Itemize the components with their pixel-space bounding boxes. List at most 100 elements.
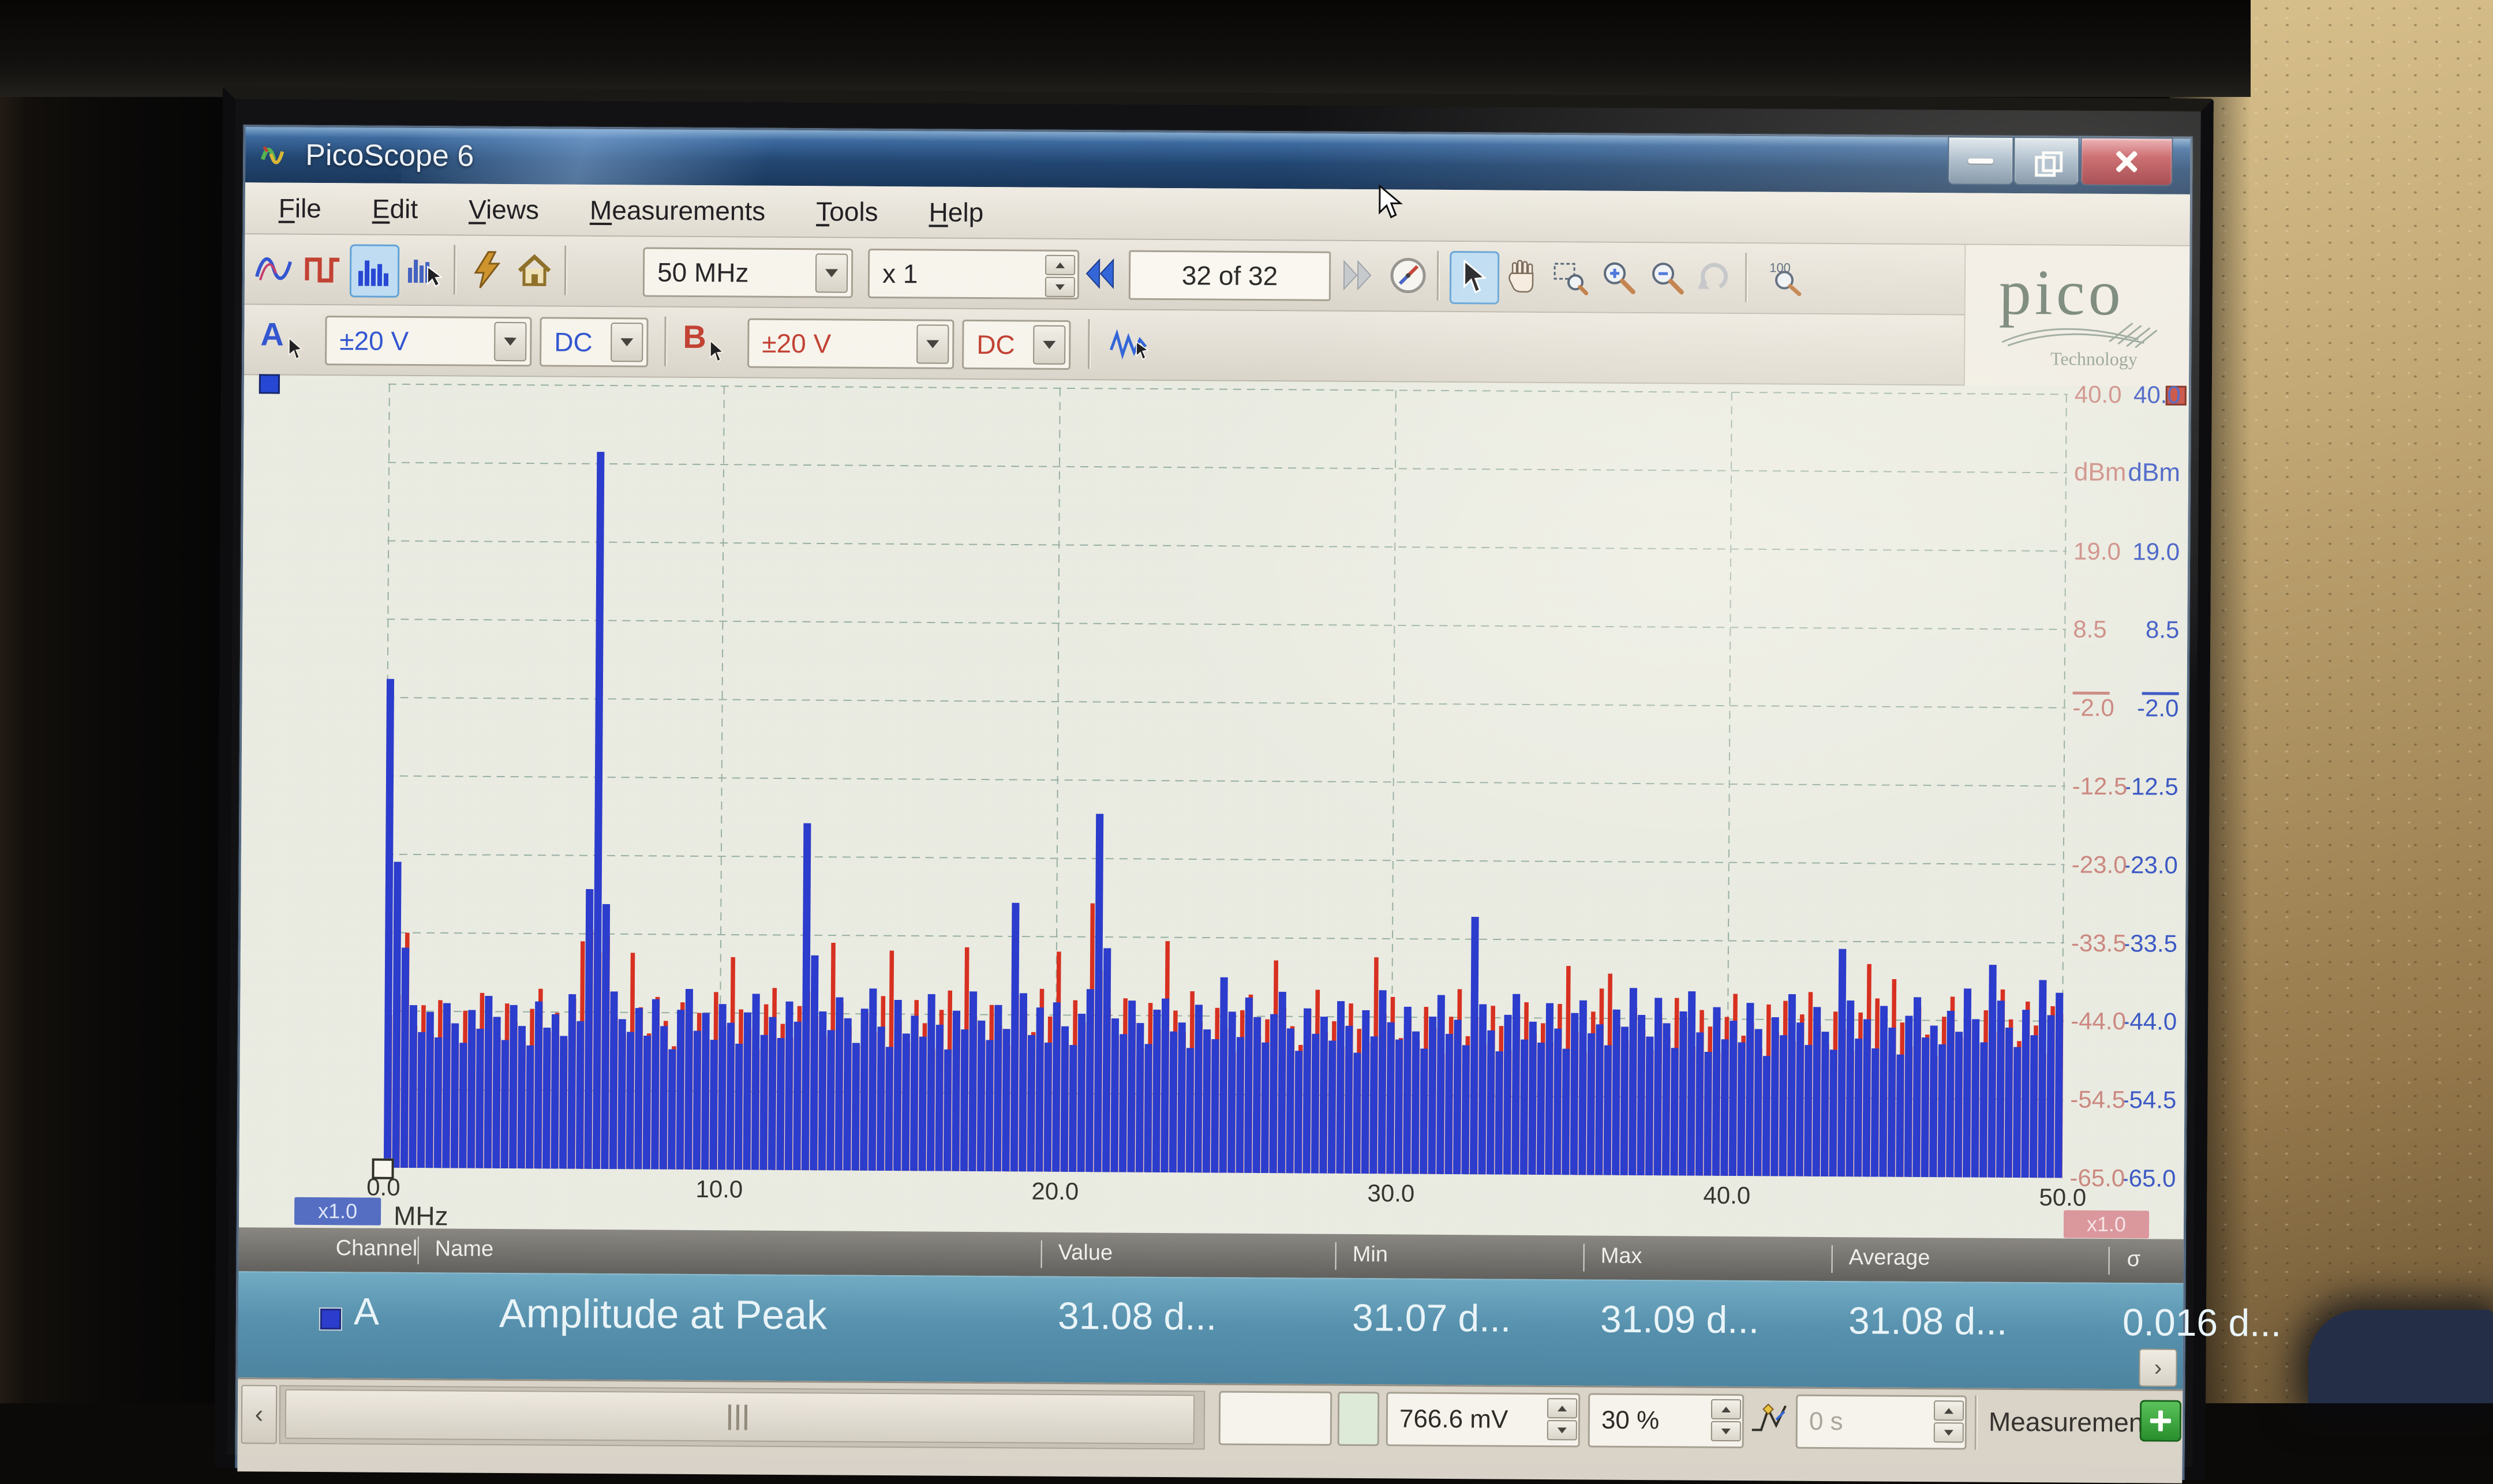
awg-waveform-icon: [1110, 327, 1151, 361]
channel-a-range-select[interactable]: ±20 V: [325, 316, 532, 366]
channel-a-bar: [1386, 1022, 1395, 1174]
column-header-max[interactable]: Max: [1601, 1244, 1642, 1269]
chevron-down-icon[interactable]: [815, 253, 848, 293]
menu-item-help[interactable]: Help: [929, 196, 983, 228]
spinner-buttons[interactable]: [1711, 1399, 1739, 1443]
toolbar-separator: [1975, 1396, 1978, 1450]
monitor-bezel-top: [0, 0, 2251, 97]
spinner-buttons[interactable]: [1045, 255, 1073, 299]
channel-a-bar: [1971, 1019, 1980, 1177]
channel-a-bar: [1219, 977, 1228, 1173]
column-header-channel[interactable]: Channel: [336, 1236, 418, 1261]
home-button[interactable]: [511, 245, 558, 295]
next-buffer-icon: [1338, 258, 1375, 293]
spin-up-icon[interactable]: [1934, 1400, 1964, 1421]
spinner-buttons[interactable]: [1934, 1400, 1962, 1444]
horizontal-scrollbar[interactable]: [279, 1385, 1206, 1450]
channel-a-coupling-select[interactable]: DC: [540, 317, 649, 367]
x-tick-label: 20.0: [1031, 1178, 1079, 1205]
column-header-min[interactable]: Min: [1353, 1242, 1388, 1267]
spin-up-icon[interactable]: [1711, 1399, 1741, 1419]
channel-a-scale-badge[interactable]: x1.0: [294, 1197, 381, 1226]
undo-zoom-button[interactable]: [1692, 253, 1739, 302]
column-header-value[interactable]: Value: [1058, 1241, 1113, 1266]
channel-a-bar: [668, 1050, 676, 1170]
square-wave-button[interactable]: [300, 244, 347, 294]
column-separator: [1041, 1241, 1042, 1268]
spin-up-icon[interactable]: [1045, 255, 1075, 275]
menu-item-tools[interactable]: Tools: [816, 196, 878, 227]
measurements-button-label[interactable]: Measurements: [1989, 1406, 2165, 1438]
trigger-level-box[interactable]: 766.6 mV: [1386, 1392, 1581, 1447]
column-header-name[interactable]: Name: [435, 1236, 494, 1262]
spectrum-view-button[interactable]: [350, 244, 400, 298]
spinner-buttons[interactable]: [1547, 1398, 1575, 1442]
toolbar-separator: [1745, 253, 1749, 302]
channel-b-scale-badge[interactable]: x1.0: [2064, 1211, 2149, 1239]
zoom-factor-spinner[interactable]: x 1: [868, 249, 1080, 299]
channel-b-range-select[interactable]: ±20 V: [747, 318, 954, 369]
minimize-button[interactable]: [1948, 136, 2014, 185]
column-separator: [2108, 1247, 2109, 1275]
pretrigger-percent-box[interactable]: 30 %: [1588, 1393, 1745, 1448]
zoom-full-button[interactable]: 100: [1760, 253, 1811, 303]
channel-a-bar: [944, 1050, 952, 1171]
prev-buffer-button[interactable]: [1079, 249, 1122, 298]
cutoff-control-box-green[interactable]: [1338, 1392, 1380, 1446]
awg-button[interactable]: [1103, 319, 1159, 369]
spectrum-svg[interactable]: [384, 376, 2068, 1178]
timebase-select[interactable]: 50 MHz: [643, 247, 854, 298]
spin-up-icon[interactable]: [1547, 1398, 1577, 1418]
channel-a-bar: [434, 1037, 442, 1168]
menu-item-measurements[interactable]: Measurements: [590, 194, 766, 227]
channel-a-bar: [442, 1003, 451, 1168]
cutoff-control-box[interactable]: [1219, 1391, 1332, 1446]
channel-a-bar: [2013, 1047, 2021, 1178]
zoom-out-button[interactable]: [1644, 252, 1690, 302]
delay-time-box[interactable]: 0 s: [1796, 1395, 1967, 1450]
buffer-navigator-button[interactable]: [1385, 250, 1432, 300]
column-header-average[interactable]: Average: [1849, 1245, 1930, 1271]
chevron-down-icon[interactable]: [494, 322, 526, 361]
select-tool-button[interactable]: [1450, 251, 1500, 305]
next-buffer-button[interactable]: [1335, 250, 1379, 300]
signal-generator-button[interactable]: [464, 245, 511, 295]
spin-down-icon[interactable]: [1045, 277, 1075, 297]
channel-a-bar: [1353, 1052, 1361, 1174]
menu-item-views[interactable]: Views: [469, 194, 539, 226]
table-scroll-right-button[interactable]: ›: [2139, 1348, 2177, 1386]
channel-b-label[interactable]: B: [683, 318, 706, 355]
spin-down-icon[interactable]: [1547, 1420, 1577, 1440]
scope-view-button[interactable]: [250, 243, 297, 293]
chevron-down-icon[interactable]: [1033, 325, 1065, 365]
measurement-name: Amplitude at Peak: [499, 1290, 828, 1338]
spin-down-icon[interactable]: [1711, 1421, 1741, 1441]
spin-down-icon[interactable]: [1934, 1422, 1964, 1442]
channel-a-bar: [1152, 1010, 1161, 1172]
column-header-σ[interactable]: σ: [2127, 1247, 2141, 1272]
chevron-down-icon[interactable]: [611, 323, 643, 362]
buffer-position-box[interactable]: 32 of 32: [1129, 250, 1331, 301]
channel-a-axis-handle[interactable]: [259, 374, 280, 394]
add-measurement-button[interactable]: [2140, 1400, 2181, 1441]
channel-b-coupling-select[interactable]: DC: [962, 320, 1071, 370]
channel-a-bar: [1996, 1000, 2005, 1178]
trigger-marker-icon[interactable]: [1751, 1400, 1789, 1437]
zoom-in-button[interactable]: [1595, 252, 1642, 302]
restore-button[interactable]: [2013, 137, 2080, 186]
channel-a-bar: [1094, 814, 1103, 1172]
chevron-down-icon[interactable]: [916, 324, 949, 363]
persistence-view-button[interactable]: [402, 245, 448, 294]
monitor-bezel-left: [0, 0, 228, 1403]
hand-tool-button[interactable]: [1498, 252, 1545, 301]
close-button[interactable]: [2080, 137, 2173, 186]
menu-item-edit[interactable]: Edit: [372, 193, 418, 224]
channel-a-label[interactable]: A: [260, 315, 284, 353]
y-tick-label: 8.5: [2043, 614, 2187, 646]
marquee-zoom-button[interactable]: [1547, 252, 1593, 301]
scroll-left-button[interactable]: ‹: [241, 1385, 278, 1444]
scrollbar-thumb[interactable]: [285, 1389, 1195, 1445]
menu-item-file[interactable]: File: [279, 193, 321, 224]
